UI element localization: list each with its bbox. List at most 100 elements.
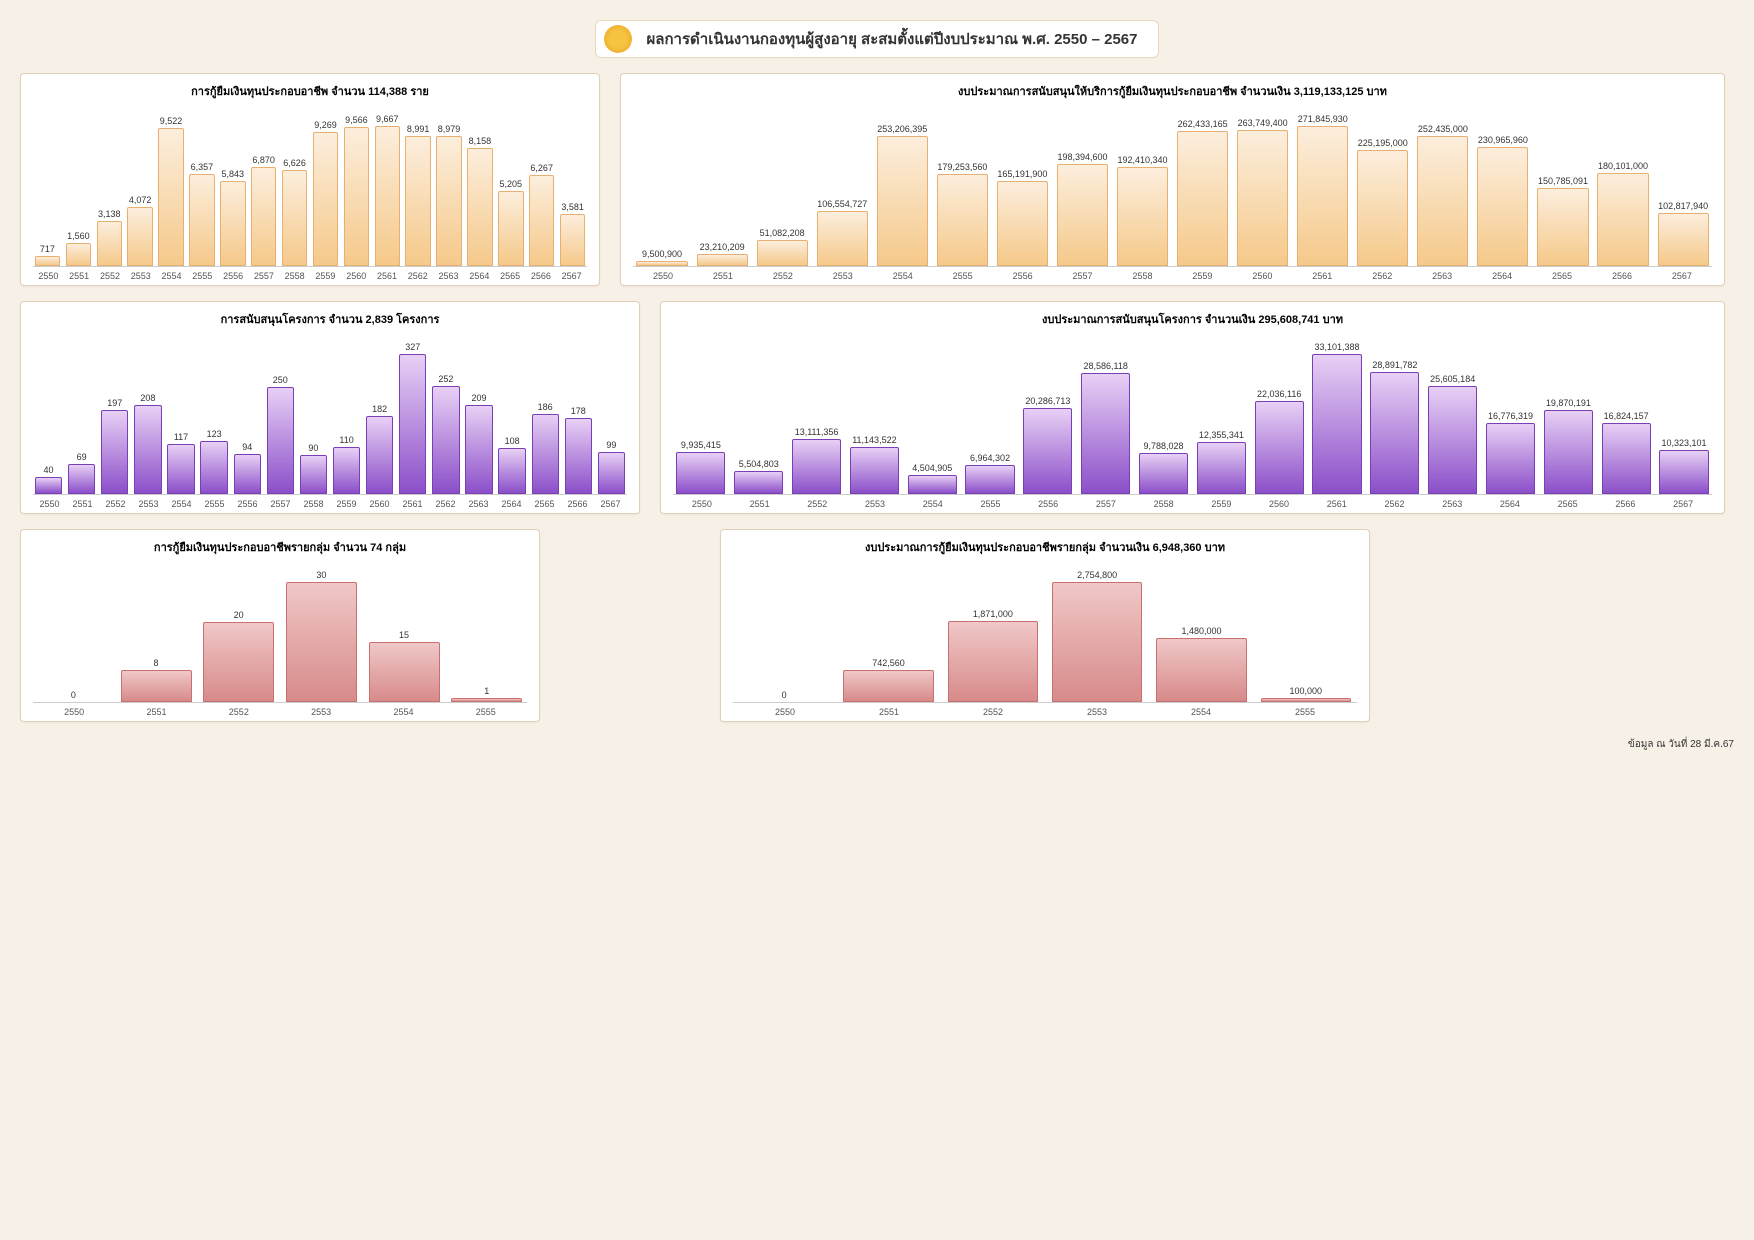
bar-value-label: 1 bbox=[484, 686, 489, 696]
bar-value-label: 22,036,116 bbox=[1257, 389, 1301, 399]
bar-value-label: 11,143,522 bbox=[852, 435, 896, 445]
bar-rect bbox=[498, 448, 525, 494]
x-tick-label: 2557 bbox=[1053, 267, 1113, 281]
bar-value-label: 9,566 bbox=[345, 115, 368, 125]
bar: 30 bbox=[281, 570, 362, 702]
bar-rect bbox=[200, 441, 227, 494]
bar-value-label: 6,626 bbox=[283, 158, 306, 168]
x-tick-label: 2559 bbox=[330, 495, 363, 509]
x-tick-label: 2567 bbox=[556, 267, 587, 281]
chart4-plot: 9,935,4155,504,80313,111,35611,143,5224,… bbox=[673, 334, 1712, 494]
bar: 186 bbox=[530, 402, 561, 494]
bar-value-label: 19,870,191 bbox=[1546, 398, 1591, 408]
bar: 2,754,800 bbox=[1046, 570, 1148, 702]
x-tick-label: 2556 bbox=[218, 267, 249, 281]
page-title: ผลการดำเนินงานกองทุนผู้สูงอายุ สะสมตั้งแ… bbox=[646, 31, 1137, 48]
x-tick-label: 2560 bbox=[341, 267, 372, 281]
bar-rect bbox=[158, 128, 183, 266]
x-tick-label: 2553 bbox=[813, 267, 873, 281]
bar-rect bbox=[1486, 423, 1535, 494]
x-tick-label: 2566 bbox=[1592, 267, 1652, 281]
bar-rect bbox=[676, 452, 725, 494]
bar: 9,935,415 bbox=[673, 440, 729, 494]
x-tick-label: 2556 bbox=[231, 495, 264, 509]
bar-value-label: 178 bbox=[571, 406, 586, 416]
bar: 51,082,208 bbox=[753, 228, 811, 266]
bar-value-label: 25,605,184 bbox=[1430, 374, 1475, 384]
bar-value-label: 192,410,340 bbox=[1118, 155, 1168, 165]
x-tick-label: 2552 bbox=[99, 495, 132, 509]
bar: 197 bbox=[99, 398, 130, 494]
bar-rect bbox=[734, 471, 783, 494]
x-tick-label: 2555 bbox=[445, 703, 527, 717]
bar: 28,891,782 bbox=[1367, 360, 1423, 494]
bar-value-label: 8,158 bbox=[469, 136, 492, 146]
bar-rect bbox=[300, 455, 327, 494]
bar: 742,560 bbox=[837, 658, 939, 702]
x-tick-label: 2565 bbox=[495, 267, 526, 281]
x-tick-label: 2550 bbox=[33, 495, 66, 509]
bar: 4,072 bbox=[126, 195, 155, 266]
bar-rect bbox=[97, 221, 122, 266]
bar: 9,788,028 bbox=[1136, 441, 1192, 494]
x-tick-label: 2551 bbox=[693, 267, 753, 281]
x-tick-label: 2557 bbox=[264, 495, 297, 509]
bar-rect bbox=[1057, 164, 1108, 266]
x-tick-label: 2556 bbox=[993, 267, 1053, 281]
x-tick-label: 2551 bbox=[731, 495, 789, 509]
footer-date: ข้อมูล ณ วันที่ 28 มี.ค.67 bbox=[20, 737, 1734, 752]
bar: 0 bbox=[733, 690, 835, 702]
bar-rect bbox=[850, 447, 899, 494]
bar-rect bbox=[560, 214, 585, 266]
bar-rect bbox=[1417, 136, 1468, 266]
bar: 262,433,165 bbox=[1174, 119, 1232, 266]
bar: 3,581 bbox=[558, 202, 587, 266]
bar-rect bbox=[565, 418, 592, 494]
bar-value-label: 1,871,000 bbox=[973, 609, 1013, 619]
x-tick-label: 2567 bbox=[1652, 267, 1712, 281]
chart1-xaxis: 2550255125522553255425552556255725582559… bbox=[33, 266, 587, 281]
bar-value-label: 102,817,940 bbox=[1658, 201, 1708, 211]
chart6-title: งบประมาณการกู้ยืมเงินทุนประกอบอาชีพรายกล… bbox=[733, 538, 1357, 556]
bar: 182 bbox=[364, 404, 395, 494]
chart1-plot: 7171,5603,1384,0729,5226,3575,8436,8706,… bbox=[33, 106, 587, 266]
bar: 69 bbox=[66, 452, 97, 494]
bar-rect bbox=[286, 582, 357, 702]
bar: 1,480,000 bbox=[1150, 626, 1252, 702]
x-tick-label: 2558 bbox=[1135, 495, 1193, 509]
x-tick-label: 2562 bbox=[1366, 495, 1424, 509]
x-tick-label: 2567 bbox=[594, 495, 627, 509]
x-tick-label: 2562 bbox=[402, 267, 433, 281]
bar-rect bbox=[313, 132, 338, 266]
bar-value-label: 23,210,209 bbox=[700, 242, 745, 252]
bar-rect bbox=[127, 207, 152, 266]
bar: 20 bbox=[198, 610, 279, 702]
bar-rect bbox=[1177, 131, 1228, 266]
chart1-title: การกู้ยืมเงินทุนประกอบอาชีพ จำนวน 114,38… bbox=[33, 82, 587, 100]
bar: 1,871,000 bbox=[942, 609, 1044, 703]
chart6-xaxis: 255025512552255325542555 bbox=[733, 702, 1357, 717]
bar: 33,101,388 bbox=[1309, 342, 1365, 494]
bar-rect bbox=[529, 175, 554, 266]
chart5-plot: 082030151 bbox=[33, 562, 527, 702]
bar-value-label: 117 bbox=[174, 432, 188, 442]
x-tick-label: 2561 bbox=[1292, 267, 1352, 281]
bar-rect bbox=[1117, 167, 1168, 266]
chart5-title: การกู้ยืมเงินทุนประกอบอาชีพรายกลุ่ม จำนว… bbox=[33, 538, 527, 556]
bar-value-label: 9,500,900 bbox=[642, 249, 682, 259]
bar-value-label: 4,072 bbox=[129, 195, 152, 205]
bar: 106,554,727 bbox=[813, 199, 871, 266]
x-tick-label: 2550 bbox=[33, 703, 115, 717]
chart4-title: งบประมาณการสนับสนุนโครงการ จำนวนเงิน 295… bbox=[673, 310, 1712, 328]
bar-value-label: 150,785,091 bbox=[1538, 176, 1588, 186]
bar-value-label: 51,082,208 bbox=[760, 228, 805, 238]
bar: 8,979 bbox=[435, 124, 464, 266]
bar-value-label: 33,101,388 bbox=[1315, 342, 1360, 352]
bar-value-label: 6,870 bbox=[252, 155, 275, 165]
bar-value-label: 253,206,395 bbox=[877, 124, 927, 134]
x-tick-label: 2560 bbox=[1250, 495, 1308, 509]
x-tick-label: 2563 bbox=[1412, 267, 1472, 281]
chart2-plot: 9,500,900 23,210,209 51,082,208 106,554,727… bbox=[633, 106, 1712, 266]
bar: 9,269 bbox=[311, 120, 340, 266]
bar-value-label: 252 bbox=[438, 374, 453, 384]
